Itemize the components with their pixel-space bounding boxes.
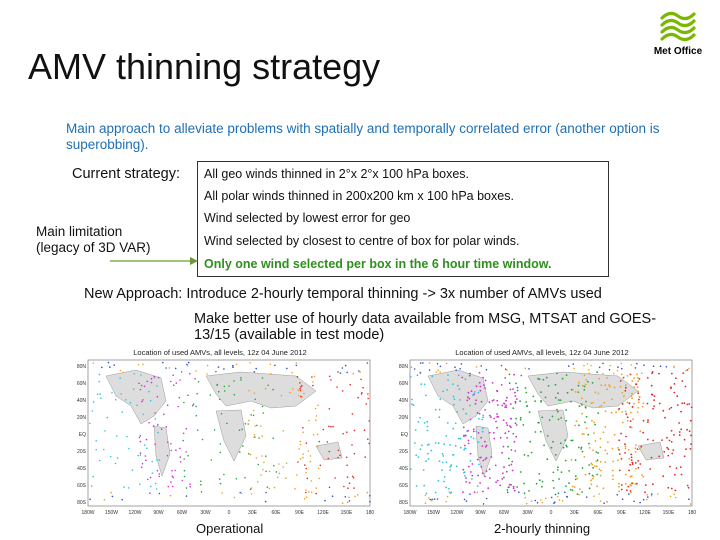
lat-label: 20S [399,449,409,455]
lon-label: 30E [570,510,580,516]
lon-label: 30W [522,510,533,516]
lon-label: 150W [427,510,440,516]
lon-label: 180 [366,510,374,516]
lat-label: 40S [399,466,409,472]
lon-label: 60W [499,510,510,516]
lon-label: 120E [317,510,329,516]
land-shape [637,441,665,461]
map-title: Location of used AMVs, all levels, 12z 0… [455,348,628,357]
strategy-highlight-line: Only one wind selected per box in the 6 … [204,257,552,271]
lat-label: 80N [399,364,409,370]
strategy-line: All polar winds thinned in 200x200 km x … [204,189,514,203]
lat-label: 40N [77,398,87,404]
lat-label: 40N [399,398,409,404]
waves-icon [660,11,696,42]
current-strategy-label: Current strategy: [72,166,180,182]
met-office-logo: Met Office [648,8,708,68]
lon-label: 90W [153,510,164,516]
lon-label: 150E [341,510,353,516]
lat-label: 20S [77,449,87,455]
lon-label: 60E [272,510,282,516]
lon-label: 30E [248,510,258,516]
lat-label: 20N [399,415,409,421]
land-shape [427,369,489,425]
lon-label: 120E [639,510,651,516]
land-shape [527,371,639,409]
land-shape [537,409,569,462]
lon-label: 90W [475,510,486,516]
amv-map-svg: Location of used AMVs, all levels, 12z 0… [399,348,696,516]
land-shape [475,425,493,477]
amv-map-svg: Location of used AMVs, all levels, 12z 0… [77,348,374,516]
land-shape [105,369,167,425]
lat-label: 20N [77,415,87,421]
limitation-line: (legacy of 3D VAR) [36,240,151,255]
lon-label: 90E [617,510,627,516]
strategy-line: All geo winds thinned in 2°x 2°x 100 hPa… [204,167,470,181]
lon-label: 180 [688,510,696,516]
map-caption: Operational [196,521,264,536]
map-title: Location of used AMVs, all levels, 12z 0… [133,348,306,357]
strategy-line: Wind selected by closest to centre of bo… [204,234,520,248]
lat-label: 80S [399,500,409,506]
lat-label: 60S [77,483,87,489]
amv-dots [409,362,693,505]
arrow-icon [110,257,198,265]
lat-label: 40S [77,466,87,472]
better-use-text: Make better use of hourly data available… [194,311,657,343]
lon-label: 180W [403,510,416,516]
new-approach-text: New Approach: Introduce 2-hourly tempora… [84,286,602,302]
lon-label: 60E [594,510,604,516]
lon-label: 180W [81,510,94,516]
main-limitation: Main limitation (legacy of 3D VAR) [36,224,151,256]
lat-label: 60N [399,381,409,387]
amv-map-2hourly: Location of used AMVs, all levels, 12z 0… [388,346,696,520]
lat-label: 60S [399,483,409,489]
land-shape [215,409,247,462]
strategy-box [197,161,609,277]
lon-label: 120W [450,510,463,516]
slide-title: AMV thinning strategy [28,46,381,87]
logo-text: Met Office [653,46,703,57]
limitation-line: Main limitation [36,224,123,239]
lat-label: EQ [79,432,86,438]
amv-map-operational: Location of used AMVs, all levels, 12z 0… [66,346,374,520]
intro-text: Main approach to alleviate problems with… [66,121,660,152]
lat-label: 60N [77,381,87,387]
lon-label: 90E [295,510,305,516]
lon-label: 60W [177,510,188,516]
land-shape [153,425,171,477]
lon-label: 30W [200,510,211,516]
lat-label: 80S [77,500,87,506]
lon-label: 150W [105,510,118,516]
lon-label: 0 [550,510,553,516]
amv-dots [89,361,371,504]
map-caption: 2-hourly thinning [494,521,591,536]
lon-label: 150E [663,510,675,516]
lon-label: 0 [228,510,231,516]
lon-label: 120W [128,510,141,516]
lat-label: 80N [77,364,87,370]
strategy-line: Wind selected by lowest error for geo [204,211,411,225]
lat-label: EQ [401,432,408,438]
